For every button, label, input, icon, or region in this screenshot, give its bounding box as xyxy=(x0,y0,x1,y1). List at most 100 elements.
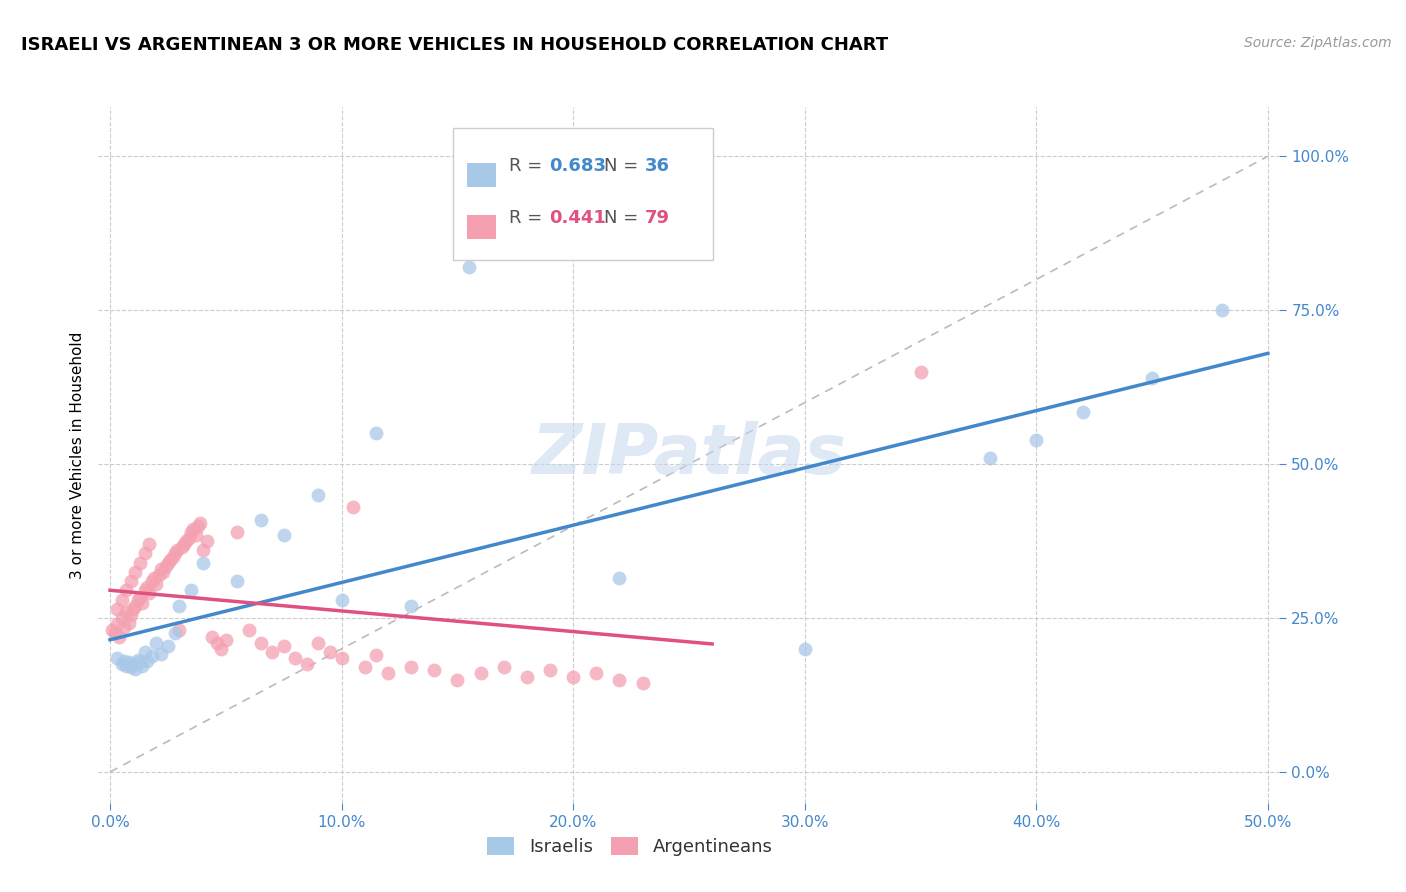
Text: 36: 36 xyxy=(645,157,671,175)
Point xyxy=(105,602,128,616)
Point xyxy=(110,592,132,607)
Point xyxy=(115,659,138,673)
Point xyxy=(173,537,195,551)
Point xyxy=(538,664,561,678)
Point xyxy=(399,660,422,674)
Point xyxy=(319,645,342,659)
Point xyxy=(249,512,271,526)
Point xyxy=(446,673,468,687)
FancyBboxPatch shape xyxy=(467,162,496,187)
Point xyxy=(141,649,163,664)
Point xyxy=(120,607,142,622)
Point xyxy=(108,630,131,644)
Point xyxy=(458,260,481,274)
Text: 0.441: 0.441 xyxy=(550,210,606,227)
Point xyxy=(101,624,124,638)
Point xyxy=(201,630,224,644)
Point xyxy=(295,657,318,672)
Point xyxy=(112,620,135,634)
Text: ZIPatlas: ZIPatlas xyxy=(531,421,846,489)
Point xyxy=(127,592,149,607)
Point xyxy=(120,574,142,589)
Point xyxy=(1025,433,1047,447)
Text: Source: ZipAtlas.com: Source: ZipAtlas.com xyxy=(1244,36,1392,50)
Point xyxy=(124,662,146,676)
Point xyxy=(115,583,138,598)
Point xyxy=(191,556,214,570)
Point xyxy=(209,641,232,656)
Point xyxy=(1211,303,1233,318)
Point xyxy=(112,654,135,668)
Point xyxy=(134,546,156,560)
FancyBboxPatch shape xyxy=(453,128,713,260)
Point xyxy=(136,580,159,594)
Point xyxy=(134,583,156,598)
Point xyxy=(215,632,238,647)
Point xyxy=(188,516,211,530)
Point xyxy=(170,541,193,555)
Point xyxy=(177,531,200,545)
Point xyxy=(105,651,128,665)
Point xyxy=(273,528,295,542)
Point xyxy=(169,599,191,613)
Point xyxy=(330,651,353,665)
Point xyxy=(148,568,170,582)
Point xyxy=(136,654,159,668)
Point xyxy=(110,611,132,625)
Text: R =: R = xyxy=(509,157,548,175)
Point xyxy=(122,602,145,616)
Point xyxy=(470,666,492,681)
Point xyxy=(1071,405,1094,419)
Legend: Israelis, Argentineans: Israelis, Argentineans xyxy=(481,830,779,863)
Point xyxy=(122,657,145,672)
Point xyxy=(979,450,1001,465)
Text: R =: R = xyxy=(509,210,548,227)
Point xyxy=(120,660,142,674)
Point xyxy=(145,636,167,650)
Point xyxy=(187,518,209,533)
Point xyxy=(117,615,139,630)
Point xyxy=(307,488,329,502)
Point xyxy=(115,605,138,619)
Point xyxy=(162,549,184,564)
Point xyxy=(366,648,388,662)
Point xyxy=(342,500,364,515)
Point xyxy=(423,664,446,678)
Point xyxy=(117,656,139,670)
Point xyxy=(155,558,177,573)
Point xyxy=(516,669,538,683)
Text: ISRAELI VS ARGENTINEAN 3 OR MORE VEHICLES IN HOUSEHOLD CORRELATION CHART: ISRAELI VS ARGENTINEAN 3 OR MORE VEHICLE… xyxy=(21,36,889,54)
Point xyxy=(195,534,218,549)
Point xyxy=(249,636,271,650)
Point xyxy=(191,543,214,558)
Point xyxy=(129,590,152,604)
Point xyxy=(156,556,179,570)
Point xyxy=(104,626,127,640)
Point xyxy=(226,574,249,589)
Point xyxy=(492,660,515,674)
Point xyxy=(307,636,329,650)
Point xyxy=(631,675,654,690)
Text: N =: N = xyxy=(605,157,644,175)
Point xyxy=(138,586,160,600)
Point xyxy=(131,596,153,610)
Point xyxy=(562,669,585,683)
Point xyxy=(124,565,146,579)
Point xyxy=(138,537,160,551)
Point xyxy=(910,365,932,379)
Point xyxy=(609,571,631,585)
Point xyxy=(184,528,207,542)
Point xyxy=(145,577,167,591)
Point xyxy=(1140,371,1163,385)
Point xyxy=(134,645,156,659)
Point xyxy=(143,571,166,585)
Point xyxy=(262,645,284,659)
Point xyxy=(159,552,181,566)
Point xyxy=(399,599,422,613)
Point xyxy=(377,666,399,681)
Point xyxy=(105,617,128,632)
Point xyxy=(131,659,153,673)
Point xyxy=(284,651,307,665)
Point xyxy=(127,653,149,667)
Point xyxy=(163,626,186,640)
